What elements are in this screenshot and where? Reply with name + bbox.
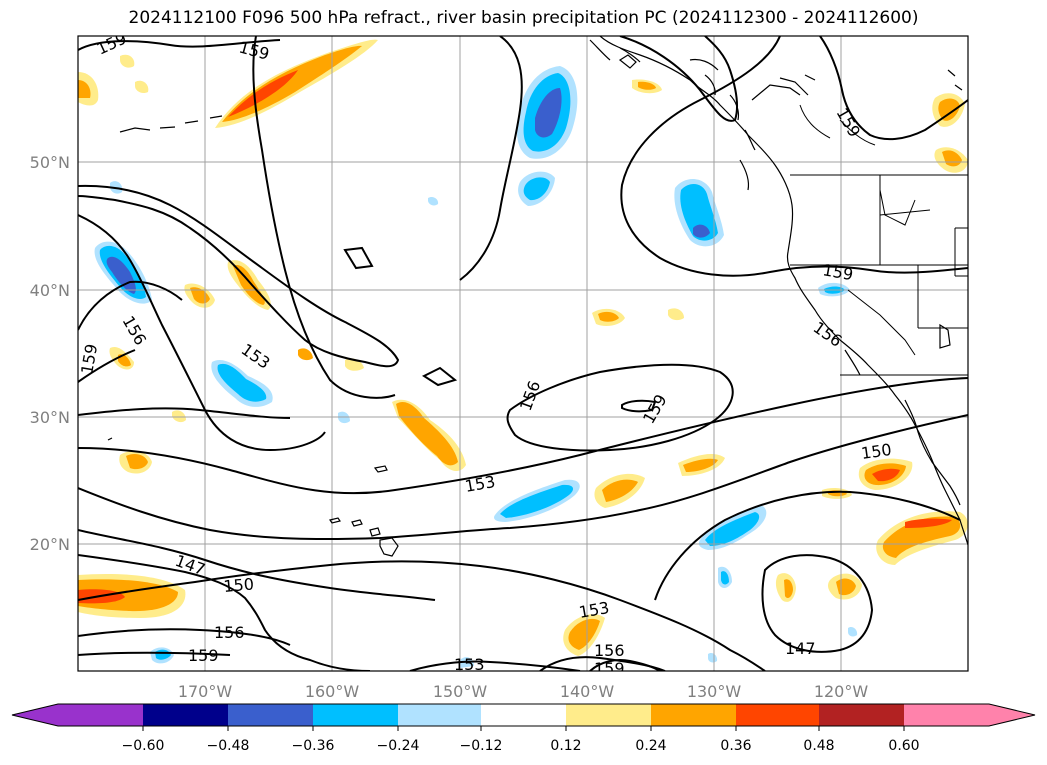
colorbar-swatch <box>228 704 313 726</box>
contour-label: 150 <box>860 440 893 463</box>
colorbar-extend-min <box>12 704 58 726</box>
contour-label: 156 <box>214 623 245 642</box>
colorbar-tick-label: −0.48 <box>207 738 250 754</box>
colorbar-swatch <box>736 704 819 726</box>
colorbar-extend-max <box>989 704 1035 726</box>
colorbar-tick-label: −0.36 <box>292 738 335 754</box>
lat-tick-label: 50°N <box>30 153 70 172</box>
lon-tick-label: 130°W <box>687 682 742 701</box>
lat-tick-label: 30°N <box>30 408 70 427</box>
graticule <box>78 36 968 671</box>
map-frame <box>77 35 969 672</box>
colorbar-swatch <box>398 704 481 726</box>
colorbar-swatch <box>143 704 228 726</box>
contour-label: 153 <box>454 655 485 674</box>
precip-negative-areas <box>94 66 858 668</box>
lon-tick-label: 140°W <box>560 682 615 701</box>
colorbar-swatch <box>904 704 989 726</box>
colorbar-tick-label: 0.48 <box>803 738 834 754</box>
political-borders <box>790 104 968 376</box>
lat-tick-label: 40°N <box>30 281 70 300</box>
colorbar-swatch <box>481 704 566 726</box>
colorbar-tick-label: −0.60 <box>122 738 165 754</box>
contour-label: 159 <box>188 646 219 665</box>
refractivity-contours <box>78 36 968 671</box>
colorbar-swatch <box>313 704 398 726</box>
colorbar-tick-label: −0.24 <box>377 738 420 754</box>
lon-tick-label: 160°W <box>305 682 360 701</box>
colorbar-tick-label: 0.24 <box>635 738 666 754</box>
lon-tick-label: 120°W <box>814 682 869 701</box>
latitude-labels: 50°N 40°N 30°N 20°N <box>30 153 70 554</box>
lon-tick-label: 150°W <box>433 682 488 701</box>
contour-label: 147 <box>785 639 816 658</box>
coastlines <box>107 36 968 557</box>
colorbar-swatch <box>58 704 143 726</box>
colorbar-tick-label: 0.60 <box>888 738 919 754</box>
map-title: 2024112100 F096 500 hPa refract., river … <box>128 8 919 28</box>
colorbar-tick-label: 0.36 <box>720 738 751 754</box>
colorbar: −0.60 −0.48 −0.36 −0.24 −0.12 0.12 0.24 … <box>11 703 1036 754</box>
contour-label: 159 <box>594 659 625 678</box>
contour-label: 156 <box>594 641 625 660</box>
colorbar-tick-label: 0.12 <box>550 738 581 754</box>
contour-label: 150 <box>223 574 255 596</box>
lon-tick-label: 170°W <box>178 682 233 701</box>
lat-tick-label: 20°N <box>30 535 70 554</box>
colorbar-outline <box>11 703 1036 727</box>
contour-label: 159 <box>77 342 101 375</box>
colorbar-swatch <box>566 704 651 726</box>
colorbar-swatch <box>651 704 736 726</box>
colorbar-swatch <box>819 704 904 726</box>
longitude-labels: 170°W 160°W 150°W 140°W 130°W 120°W <box>178 682 869 701</box>
colorbar-tick-label: −0.12 <box>460 738 503 754</box>
